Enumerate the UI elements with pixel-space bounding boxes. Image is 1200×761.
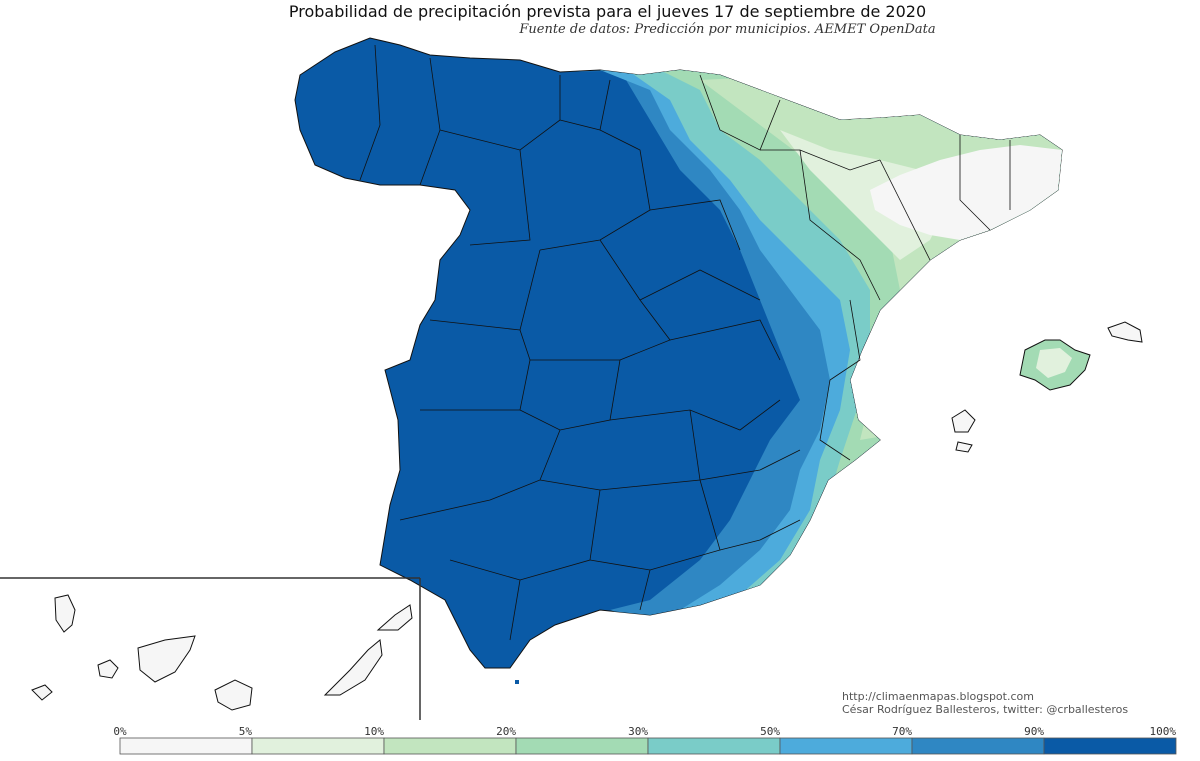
el-hierro (31, 684, 53, 701)
la-palma (54, 594, 76, 633)
lanzarote (376, 604, 413, 631)
precipitation-map (0, 37, 1143, 720)
legend-swatch (647, 737, 781, 755)
gran-canaria (214, 679, 253, 711)
legend-swatch (779, 737, 913, 755)
legend-labels: 0% 5% 10% 20% 30% 50% 70% 90% 100% (113, 725, 1176, 738)
legend-tick-label: 0% (113, 725, 127, 738)
legend-swatch (251, 737, 385, 755)
legend-tick-label: 50% (760, 725, 780, 738)
legend-tick-label: 70% (892, 725, 912, 738)
legend-swatch (383, 737, 517, 755)
mallorca-interior (1036, 348, 1072, 378)
tenerife (137, 635, 196, 683)
balearic-islands (951, 321, 1143, 453)
legend-swatch (911, 737, 1045, 755)
legend-swatch (1043, 737, 1177, 755)
author-credit: César Rodríguez Ballesteros, twitter: @c… (842, 703, 1129, 716)
formentera (955, 441, 973, 453)
legend-tick-label: 100% (1150, 725, 1177, 738)
blog-url: http://climaenmapas.blogspot.com (842, 690, 1034, 703)
fuerteventura (323, 639, 383, 696)
peninsula (294, 37, 1063, 669)
province-borders (359, 44, 1011, 641)
map-subtitle: Fuente de datos: Predicción por municipi… (519, 22, 936, 37)
legend-swatch (119, 737, 253, 755)
band-0 (870, 145, 1062, 240)
legend-tick-label: 20% (496, 725, 516, 738)
legend-swatches (119, 737, 1177, 755)
color-legend: 0% 5% 10% 20% 30% 50% 70% 90% 100% (113, 725, 1177, 755)
ibiza (951, 409, 976, 433)
legend-tick-label: 90% (1024, 725, 1044, 738)
legend-swatch (515, 737, 649, 755)
credits: http://climaenmapas.blogspot.com César R… (842, 690, 1128, 716)
legend-tick-label: 30% (628, 725, 648, 738)
ceuta (515, 680, 519, 684)
map-title: Probabilidad de precipitación prevista p… (288, 2, 927, 21)
legend-tick-label: 5% (239, 725, 253, 738)
la-gomera (97, 659, 119, 679)
legend-tick-label: 10% (364, 725, 384, 738)
menorca (1107, 321, 1143, 343)
canary-inset (0, 577, 421, 720)
